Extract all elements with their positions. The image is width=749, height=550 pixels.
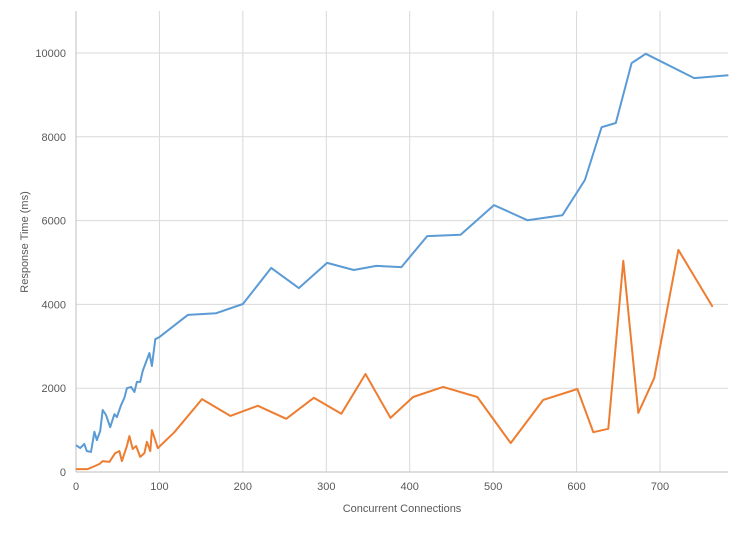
- y-axis-label: Response Time (ms): [19, 191, 31, 292]
- y-tick-label: 2000: [42, 383, 66, 395]
- series-line-orange: [76, 248, 714, 471]
- x-tick-label: 500: [484, 481, 502, 493]
- tick-labels: 0 2000 4000 6000 8000 10000 0 100 200 300 400 500 60…: [35, 48, 669, 493]
- x-tick-label: 300: [317, 481, 335, 493]
- x-tick-label: 100: [150, 481, 168, 493]
- x-tick-label: 600: [567, 481, 585, 493]
- x-tick-label: 700: [651, 481, 669, 493]
- gridlines: [76, 11, 728, 472]
- y-tick-label: 0: [60, 467, 66, 479]
- x-axis-label: Concurrent Connections: [343, 503, 462, 515]
- x-tick-label: 0: [73, 481, 79, 493]
- axes: [75, 11, 728, 473]
- series-group: [75, 52, 729, 471]
- y-tick-label: 4000: [42, 299, 66, 311]
- y-tick-label: 6000: [42, 216, 66, 228]
- y-tick-label: 8000: [42, 132, 66, 144]
- series-line-blue: [75, 52, 729, 453]
- y-tick-label: 10000: [35, 48, 66, 60]
- x-tick-label: 400: [401, 481, 419, 493]
- x-tick-label: 200: [234, 481, 252, 493]
